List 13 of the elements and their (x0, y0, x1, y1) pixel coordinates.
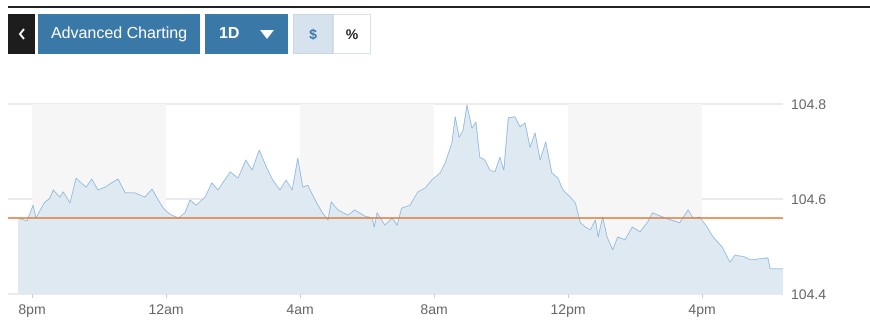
dollar-toggle: $ (293, 14, 333, 54)
x-tick-label: 12pm (550, 301, 586, 317)
charting-button: Advanced Charting (38, 14, 200, 54)
x-tick-label: 8pm (18, 301, 46, 317)
y-tick-label: 104.6 (791, 191, 826, 207)
y-tick-label: 104.8 (791, 96, 826, 112)
x-tick-label: 4am (286, 301, 314, 317)
x-tick-label: 4pm (688, 301, 716, 317)
percent-toggle: % (333, 14, 371, 54)
period-dropdown: 1D (205, 14, 288, 54)
y-tick-label: 104.4 (791, 286, 826, 302)
x-tick-label: 8am (420, 301, 448, 317)
x-tick-label: 12am (148, 301, 184, 317)
